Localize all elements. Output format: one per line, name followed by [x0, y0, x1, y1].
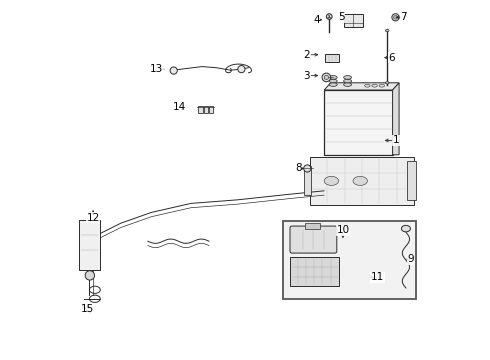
Circle shape: [238, 66, 245, 73]
Bar: [324, 90, 392, 155]
Circle shape: [393, 15, 397, 19]
Circle shape: [322, 73, 331, 82]
FancyBboxPatch shape: [290, 257, 339, 286]
FancyBboxPatch shape: [290, 226, 337, 253]
Ellipse shape: [343, 79, 351, 83]
Polygon shape: [392, 83, 399, 155]
Text: 11: 11: [371, 272, 384, 282]
Bar: [79, 220, 100, 270]
Bar: [407, 162, 416, 200]
Circle shape: [392, 14, 399, 21]
FancyBboxPatch shape: [310, 157, 414, 205]
Ellipse shape: [329, 76, 337, 79]
Text: 3: 3: [304, 71, 310, 81]
Ellipse shape: [365, 84, 370, 87]
Text: 6: 6: [389, 53, 395, 63]
Circle shape: [85, 271, 95, 280]
Text: 4: 4: [313, 15, 319, 25]
Ellipse shape: [329, 79, 337, 83]
Text: 7: 7: [400, 12, 407, 22]
Circle shape: [324, 75, 328, 80]
Circle shape: [304, 165, 311, 172]
Text: 2: 2: [304, 50, 310, 60]
Ellipse shape: [329, 83, 337, 86]
Bar: [325, 54, 339, 62]
Text: 13: 13: [150, 64, 164, 74]
Text: 5: 5: [338, 12, 345, 22]
Bar: [304, 166, 311, 195]
Bar: [198, 106, 202, 113]
Text: 8: 8: [295, 163, 301, 174]
Ellipse shape: [386, 82, 389, 84]
Polygon shape: [324, 83, 399, 90]
Ellipse shape: [372, 84, 377, 87]
Text: 15: 15: [81, 304, 94, 314]
Text: 1: 1: [393, 135, 399, 145]
Text: 9: 9: [407, 254, 414, 264]
Bar: [209, 106, 213, 113]
Bar: [204, 106, 208, 113]
Text: 14: 14: [173, 102, 186, 112]
Ellipse shape: [353, 176, 368, 185]
Ellipse shape: [386, 30, 389, 32]
Text: 10: 10: [336, 225, 349, 235]
Ellipse shape: [343, 76, 351, 79]
Bar: [283, 221, 416, 299]
Text: 12: 12: [86, 213, 99, 223]
FancyBboxPatch shape: [344, 14, 363, 27]
Bar: [305, 223, 320, 229]
Ellipse shape: [324, 176, 339, 185]
Ellipse shape: [379, 84, 385, 87]
Circle shape: [326, 14, 332, 19]
Ellipse shape: [343, 83, 351, 86]
Circle shape: [170, 67, 177, 74]
Ellipse shape: [401, 225, 411, 232]
